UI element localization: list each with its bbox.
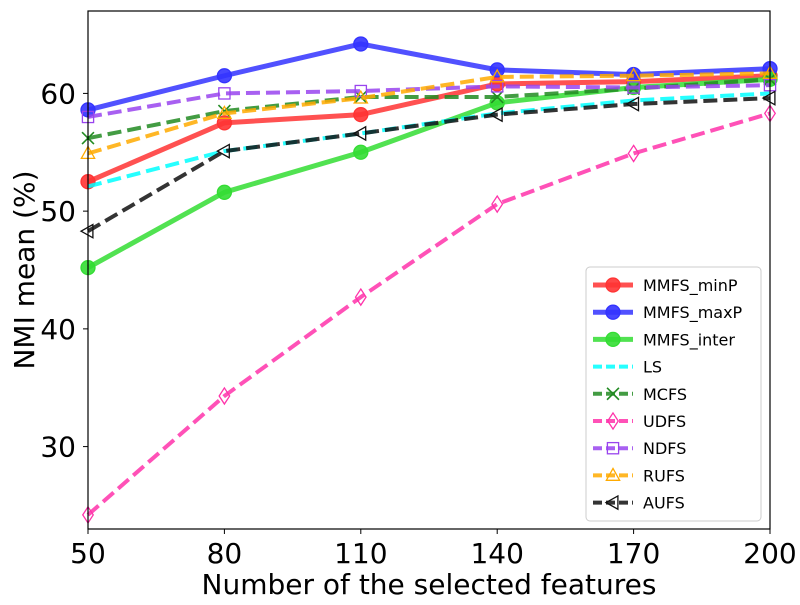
point-mmfs-maxp-80 [216,68,233,84]
x-tick-label-140: 140 [470,537,523,570]
y-axis-label: NMI mean (%) [8,170,41,369]
legend-item-ndfs: NDFS [593,439,686,458]
legend-item-mmfs-inter: MMFS_inter [593,330,735,350]
point-rufs-170 [625,67,642,82]
legend-marker-mmfs-minp [605,277,621,293]
legend-item-ls: LS [593,358,662,377]
point-udfs-110 [354,287,367,307]
point-aufs-80 [216,143,230,159]
legend-item-mcfs: MCFS [593,385,687,404]
legend-label-ls: LS [643,358,662,377]
x-tick-label-200: 200 [743,537,796,570]
point-mcfs-80 [217,104,231,118]
point-mmfs-maxp-110 [353,36,369,52]
legend-label-aufs: AUFS [643,494,685,513]
point-aufs-170 [625,96,640,112]
point-udfs-140 [491,194,504,214]
series-line-rufs [87,71,771,156]
y-tick-label-60: 60 [40,77,76,110]
point-rufs-110 [353,89,369,104]
y-tick-label-30: 30 [40,431,76,464]
x-tick-label-170: 170 [607,537,660,570]
point-aufs-110 [352,125,367,142]
legend-label-ndfs: NDFS [643,439,686,458]
legend-marker-aufs [604,494,619,511]
legend-item-rufs: RUFS [593,466,685,485]
y-tick-label-50: 50 [40,195,76,228]
legend: MMFS_minP MMFS_maxP MMFS_inter LS MCFS UDFS ND… [585,266,762,522]
legend-frame [585,266,762,522]
legend-label-rufs: RUFS [643,466,685,485]
legend-marker-mmfs-inter [605,331,621,348]
legend-label-mmfs-minp: MMFS_minP [643,276,738,296]
point-mmfs-inter-110 [353,144,369,160]
plot-frame [87,10,771,530]
series-aufs [79,90,776,239]
point-udfs-80 [218,386,231,406]
y-tick-label-40: 40 [40,313,76,346]
x-axis-label: Number of the selected features [202,568,657,600]
series-layer [79,36,778,525]
point-ndfs-170 [627,81,640,94]
y-ticks: 30 40 50 60 [40,77,88,464]
legend-label-mmfs-maxp: MMFS_maxP [643,303,743,323]
point-aufs-140 [488,106,503,123]
point-mmfs-minp-80 [216,115,233,131]
legend-label-mcfs: MCFS [643,385,687,404]
point-rufs-80 [216,105,233,119]
point-ndfs-140 [490,80,504,93]
series-line-mmfs-minp [87,73,771,184]
point-mmfs-minp-110 [353,106,369,123]
point-ndfs-110 [354,84,368,98]
legend-marker-mmfs-maxp [605,304,621,320]
x-tick-label-110: 110 [334,537,387,570]
point-aufs-200 [761,90,776,106]
legend-marker-mcfs [606,387,620,401]
point-mmfs-inter-80 [216,184,233,200]
x-tick-label-80: 80 [207,537,243,570]
point-aufs-50 [79,223,94,239]
legend-item-aufs: AUFS [593,494,685,513]
series-line-mmfs-maxp [87,41,771,113]
series-line-aufs [86,96,771,233]
legend-item-mmfs-minp: MMFS_minP [593,276,738,296]
legend-marker-udfs [606,411,620,431]
x-tick-label-50: 50 [70,537,106,570]
point-mcfs-140 [490,90,504,104]
x-ticks: 50 80 110 140 170 200 [70,529,797,570]
legend-marker-ndfs [606,441,620,455]
legend-label-mmfs-inter: MMFS_inter [643,330,735,350]
series-line-udfs [86,111,771,517]
legend-marker-rufs [605,467,621,481]
point-udfs-170 [627,144,640,163]
legend-item-mmfs-maxp: MMFS_maxP [593,303,743,323]
legend-item-udfs: UDFS [593,411,686,431]
point-ndfs-80 [218,87,231,100]
legend-label-udfs: UDFS [643,412,686,431]
point-rufs-140 [489,68,505,83]
